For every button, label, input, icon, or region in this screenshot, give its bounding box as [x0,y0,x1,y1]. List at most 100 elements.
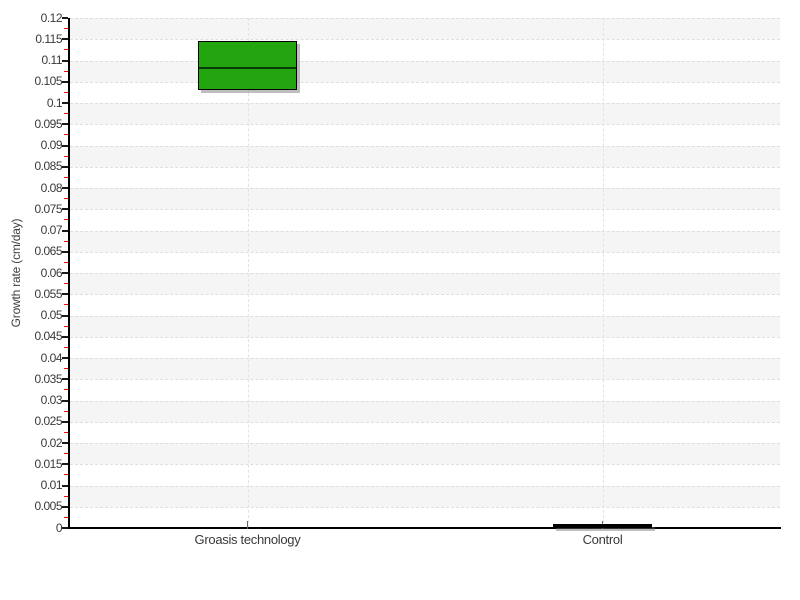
y-major-tick [62,420,68,423]
y-major-tick [62,527,68,529]
background-band [70,400,780,422]
y-major-tick [62,165,68,168]
y-major-tick [62,314,68,317]
vertical-gridline [602,18,604,528]
horizontal-gridline [70,506,780,508]
y-major-tick [62,442,68,444]
y-tick-label: 0.115 [35,31,62,46]
y-minor-tick [64,283,68,285]
y-tick-label: 0.12 [40,10,63,25]
y-minor-tick [64,474,68,476]
y-tick-label: 0.04 [40,350,63,365]
y-major-tick [62,357,68,359]
y-minor-tick [64,346,68,348]
y-major-tick [62,399,68,402]
y-major-tick [62,250,68,253]
y-tick-label: 0.03 [40,393,63,407]
horizontal-gridline [70,145,780,147]
horizontal-gridline [70,294,780,296]
y-minor-tick [64,198,68,200]
y-tick-label: 0.055 [34,286,62,301]
y-minor-tick [64,219,68,221]
vertical-gridline [247,18,249,528]
y-major-tick [62,208,68,211]
box-groasis-technology [198,41,297,91]
background-band [70,103,780,125]
y-major-tick [62,463,68,466]
y-tick-label: 0.005 [34,499,62,514]
y-minor-tick [64,155,68,157]
background-band [70,273,780,295]
background-band [70,485,780,507]
y-minor-tick [64,91,68,93]
y-major-tick [62,59,68,62]
median-line [199,66,296,69]
background-band [70,358,780,380]
horizontal-gridline [70,315,780,317]
y-minor-tick [64,325,68,327]
y-major-tick [62,123,68,126]
y-minor-tick [64,516,68,518]
y-tick-label: 0.01 [40,478,63,492]
y-tick-label: 0.09 [40,138,63,152]
x-category-tick [247,521,248,529]
y-tick-label: 0.075 [34,201,62,216]
y-major-tick [62,17,68,19]
horizontal-gridline [70,336,780,338]
horizontal-gridline [70,166,780,168]
y-tick-label: 0.07 [40,223,63,237]
horizontal-gridline [70,188,780,189]
y-major-tick [62,378,68,381]
horizontal-gridline [70,400,780,402]
y-tick-label: 0.015 [34,456,62,471]
y-major-tick [62,229,68,232]
horizontal-gridline [70,103,780,104]
y-major-tick [62,102,68,104]
y-minor-tick [64,495,68,497]
y-major-tick [62,505,68,508]
y-tick-label: 0.095 [34,116,62,131]
y-minor-tick [64,261,68,263]
y-minor-tick [64,410,68,412]
x-axis-line [68,527,781,529]
y-tick-label: 0.08 [40,180,63,195]
median-line [554,525,651,528]
y-major-tick [62,144,68,147]
x-category-label: Groasis technology [194,532,301,547]
y-tick-label: 0.065 [34,244,62,259]
y-tick-label: 0.045 [34,329,62,344]
box-control [553,523,652,528]
y-major-tick [62,484,68,487]
horizontal-gridline [70,464,780,466]
background-band [70,315,780,337]
y-tick-label: 0.085 [34,159,62,174]
y-minor-tick [64,49,68,51]
y-major-tick [62,293,68,296]
y-tick-label: 0.035 [34,371,62,386]
y-minor-tick [64,389,68,391]
y-major-tick [62,272,68,274]
horizontal-gridline [70,358,780,359]
y-tick-label: 0.025 [34,414,62,429]
y-minor-tick [64,240,68,242]
background-band [70,18,780,40]
background-band [70,443,780,465]
horizontal-gridline [70,485,780,487]
background-band [70,188,780,210]
y-minor-tick [64,28,68,30]
horizontal-gridline [70,124,780,126]
plot-area [70,18,780,528]
background-band [70,145,780,167]
horizontal-gridline [70,421,780,423]
horizontal-gridline [70,443,780,444]
y-minor-tick [64,431,68,433]
horizontal-gridline [70,230,780,232]
y-major-tick [62,38,68,41]
y-tick-label: 0.1 [46,95,63,110]
y-tick-label: 0.02 [40,435,63,450]
y-minor-tick [64,176,68,178]
background-band [70,230,780,252]
horizontal-gridline [70,60,780,62]
y-minor-tick [64,453,68,455]
